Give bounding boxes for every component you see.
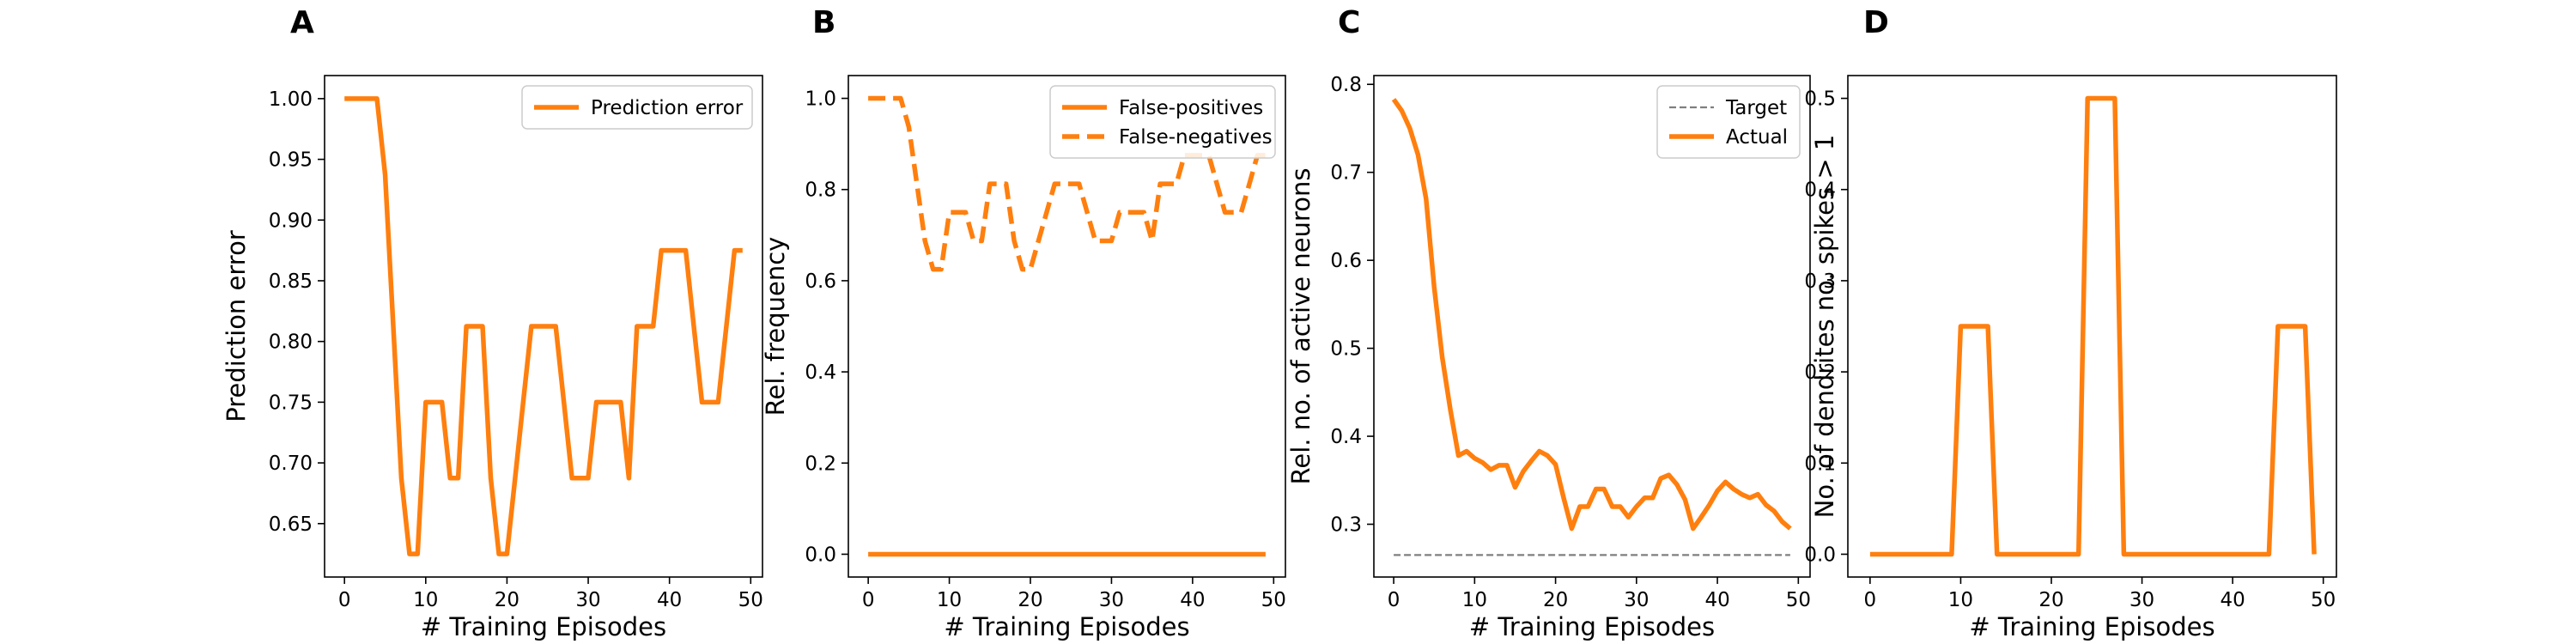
x-axis-label: # Training Episodes [1469, 612, 1715, 641]
y-tick-label: 0.8 [1330, 74, 1362, 96]
panel-letter: D [1863, 5, 1889, 40]
y-tick-label: 0.70 [269, 453, 313, 475]
x-tick-label: 20 [495, 589, 519, 611]
x-tick-label: 10 [413, 589, 438, 611]
x-axis-label: # Training Episodes [1969, 612, 2215, 641]
y-axis-label: Rel. frequency [761, 237, 790, 416]
x-axis-label: # Training Episodes [944, 612, 1189, 641]
y-tick-label: 0.0 [1804, 544, 1836, 566]
chart-panel-a: A 0 10 20 30 40 50 0.65 0.70 0.75 0.80 0.85 0.90 0.95… [222, 5, 763, 641]
panel-letter: A [290, 5, 314, 40]
y-tick-label: 0.3 [1330, 514, 1362, 537]
x-axis-label: # Training Episodes [421, 612, 666, 641]
y-axis-label: Prediction error [222, 230, 251, 422]
x-tick-label: 30 [1624, 589, 1649, 611]
legend-label: Target [1725, 97, 1787, 119]
legend: False-positives False-negatives [1049, 85, 1276, 159]
x-tick-label: 0 [1388, 589, 1400, 611]
axes-frame [848, 75, 1286, 578]
axes-frame [1373, 75, 1811, 578]
x-tick-label: 20 [1018, 589, 1042, 611]
legend: Prediction error [521, 85, 753, 130]
legend-box [1049, 85, 1276, 159]
y-tick-label: 0.85 [269, 270, 313, 293]
x-tick-label: 40 [1180, 589, 1205, 611]
y-tick-label: 1.0 [805, 88, 836, 111]
x-tick-label: 40 [2220, 589, 2245, 611]
y-tick-label: 0.7 [1330, 162, 1362, 185]
axes-frame [324, 75, 763, 578]
panel-letter: C [1338, 5, 1360, 40]
y-tick-label: 0.4 [1804, 179, 1836, 202]
x-tick-label: 30 [1099, 589, 1124, 611]
y-tick-label: 0.8 [805, 179, 836, 202]
y-tick-label: 0.1 [1804, 453, 1836, 475]
y-tick-label: 0.75 [269, 392, 313, 414]
chart-panel-c: C 0 10 20 30 40 50 0.3 0.4 0.5 0.6 0.7 0.8 # Training… [1286, 5, 1811, 641]
panel-letter: B [812, 5, 835, 40]
y-tick-label: 0.80 [269, 331, 313, 354]
x-tick-label: 40 [657, 589, 682, 611]
y-tick-label: 0.95 [269, 149, 313, 172]
x-tick-label: 0 [862, 589, 875, 611]
series-line-series [1869, 95, 2317, 557]
series-line-actual [1391, 98, 1792, 532]
axes-frame [1847, 75, 2337, 578]
legend-label: False-negatives [1119, 126, 1273, 149]
x-tick-label: 20 [1543, 589, 1568, 611]
x-tick-label: 20 [2038, 589, 2063, 611]
legend-label: Actual [1726, 126, 1788, 149]
y-tick-label: 0.2 [805, 453, 836, 475]
legend-box [1656, 85, 1801, 159]
chart-panel-d: D 0 10 20 30 40 50 0.0 0.1 0.2 0.3 0.4 0.5 # Training… [1804, 5, 2337, 641]
y-tick-label: 0.90 [269, 210, 313, 232]
x-tick-label: 10 [1948, 589, 1973, 611]
x-tick-label: 40 [1704, 589, 1729, 611]
x-tick-label: 0 [1864, 589, 1877, 611]
x-tick-label: 50 [1261, 589, 1286, 611]
series-line-prediction-error [344, 96, 743, 556]
y-tick-label: 0.65 [269, 513, 313, 536]
chart-panel-b: B 0 10 20 30 40 50 0.0 0.2 0.4 0.6 0.8 1.0 # Training… [761, 5, 1286, 641]
y-tick-label: 0.6 [805, 270, 836, 293]
y-tick-label: 0.6 [1330, 250, 1362, 272]
legend-label: False-positives [1119, 97, 1263, 119]
x-tick-label: 30 [2129, 589, 2154, 611]
y-axis-label: Rel. no. of active neurons [1286, 168, 1315, 485]
y-axis-label: No. of dendrites no. spikes > 1 [1810, 135, 1839, 519]
legend-label: Prediction error [591, 97, 744, 119]
y-tick-label: 0.4 [805, 361, 836, 384]
y-tick-label: 0.5 [1330, 338, 1362, 361]
x-tick-label: 50 [2311, 589, 2336, 611]
x-tick-label: 50 [738, 589, 763, 611]
x-tick-label: 50 [1786, 589, 1811, 611]
y-tick-label: 1.00 [269, 88, 313, 111]
x-tick-label: 10 [937, 589, 962, 611]
x-tick-label: 30 [575, 589, 600, 611]
x-tick-label: 10 [1462, 589, 1487, 611]
legend-box [521, 85, 753, 130]
x-tick-label: 0 [338, 589, 351, 611]
legend: Target Actual [1656, 85, 1801, 159]
y-tick-label: 0.3 [1804, 270, 1836, 293]
y-tick-label: 0.5 [1804, 88, 1836, 111]
y-tick-label: 0.0 [805, 544, 836, 566]
y-tick-label: 0.2 [1804, 361, 1836, 384]
y-tick-label: 0.4 [1330, 426, 1362, 448]
